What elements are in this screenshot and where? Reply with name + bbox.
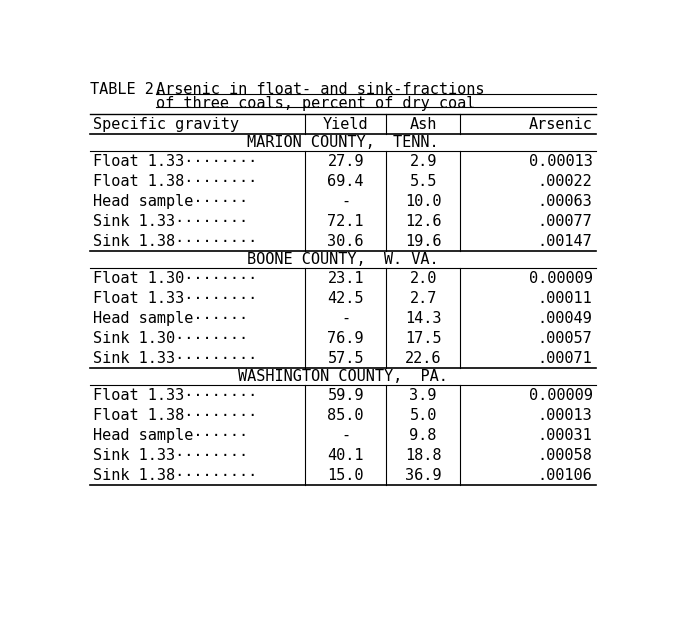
Text: 30.6: 30.6 [328, 234, 364, 249]
Text: Yield: Yield [323, 116, 369, 132]
Text: 85.0: 85.0 [328, 408, 364, 423]
Text: Float 1.38········: Float 1.38········ [94, 174, 258, 189]
Text: 12.6: 12.6 [405, 214, 441, 228]
Text: Float 1.33········: Float 1.33········ [94, 291, 258, 306]
Text: 40.1: 40.1 [328, 448, 364, 463]
Text: 59.9: 59.9 [328, 387, 364, 403]
Text: Head sample······: Head sample······ [94, 194, 248, 209]
Text: Sink 1.38·········: Sink 1.38········· [94, 468, 258, 483]
Text: 18.8: 18.8 [405, 448, 441, 463]
Text: Arsenic in float- and sink-fractions: Arsenic in float- and sink-fractions [156, 82, 485, 97]
Text: Float 1.38········: Float 1.38········ [94, 408, 258, 423]
Text: Head sample······: Head sample······ [94, 311, 248, 326]
Text: .00057: .00057 [538, 331, 592, 346]
Text: 17.5: 17.5 [405, 331, 441, 346]
Text: .00058: .00058 [538, 448, 592, 463]
Text: 69.4: 69.4 [328, 174, 364, 189]
Text: 76.9: 76.9 [328, 331, 364, 346]
Text: -: - [341, 311, 350, 326]
Text: Sink 1.38·········: Sink 1.38········· [94, 234, 258, 249]
Text: 2.0: 2.0 [409, 271, 437, 286]
Text: 19.6: 19.6 [405, 234, 441, 249]
Text: 23.1: 23.1 [328, 271, 364, 286]
Text: Sink 1.33········: Sink 1.33········ [94, 448, 248, 463]
Text: 2.7: 2.7 [409, 291, 437, 306]
Text: Specific gravity: Specific gravity [94, 116, 240, 132]
Text: -: - [341, 428, 350, 443]
Text: 9.8: 9.8 [409, 428, 437, 443]
Text: -: - [341, 194, 350, 209]
Text: WASHINGTON COUNTY,  PA.: WASHINGTON COUNTY, PA. [238, 370, 448, 384]
Text: 10.0: 10.0 [405, 194, 441, 209]
Text: 0.00009: 0.00009 [529, 387, 592, 403]
Text: Ash: Ash [409, 116, 437, 132]
Text: 5.5: 5.5 [409, 174, 437, 189]
Text: Sink 1.33········: Sink 1.33········ [94, 214, 248, 228]
Text: 14.3: 14.3 [405, 311, 441, 326]
Text: Head sample······: Head sample······ [94, 428, 248, 443]
Text: Sink 1.33·········: Sink 1.33········· [94, 351, 258, 366]
Text: Arsenic: Arsenic [529, 116, 592, 132]
Text: 0.00009: 0.00009 [529, 271, 592, 286]
Text: Float 1.30········: Float 1.30········ [94, 271, 258, 286]
Text: Float 1.33········: Float 1.33········ [94, 387, 258, 403]
Text: MARION COUNTY,  TENN.: MARION COUNTY, TENN. [247, 135, 439, 150]
Text: 27.9: 27.9 [328, 154, 364, 168]
Text: TABLE 2.  -: TABLE 2. - [90, 82, 200, 97]
Text: Float 1.33········: Float 1.33········ [94, 154, 258, 168]
Text: .00031: .00031 [538, 428, 592, 443]
Text: .00049: .00049 [538, 311, 592, 326]
Text: BOONE COUNTY,  W. VA.: BOONE COUNTY, W. VA. [247, 252, 439, 267]
Text: 15.0: 15.0 [328, 468, 364, 483]
Text: .00013: .00013 [538, 408, 592, 423]
Text: .00147: .00147 [538, 234, 592, 249]
Text: of three coals, percent of dry coal: of three coals, percent of dry coal [156, 95, 475, 111]
Text: .00063: .00063 [538, 194, 592, 209]
Text: .00011: .00011 [538, 291, 592, 306]
Text: .00022: .00022 [538, 174, 592, 189]
Text: .00106: .00106 [538, 468, 592, 483]
Text: 2.9: 2.9 [409, 154, 437, 168]
Text: 0.00013: 0.00013 [529, 154, 592, 168]
Text: .00077: .00077 [538, 214, 592, 228]
Text: .00071: .00071 [538, 351, 592, 366]
Text: 57.5: 57.5 [328, 351, 364, 366]
Text: 5.0: 5.0 [409, 408, 437, 423]
Text: 36.9: 36.9 [405, 468, 441, 483]
Text: 22.6: 22.6 [405, 351, 441, 366]
Text: 42.5: 42.5 [328, 291, 364, 306]
Text: 72.1: 72.1 [328, 214, 364, 228]
Text: Sink 1.30········: Sink 1.30········ [94, 331, 248, 346]
Text: 3.9: 3.9 [409, 387, 437, 403]
